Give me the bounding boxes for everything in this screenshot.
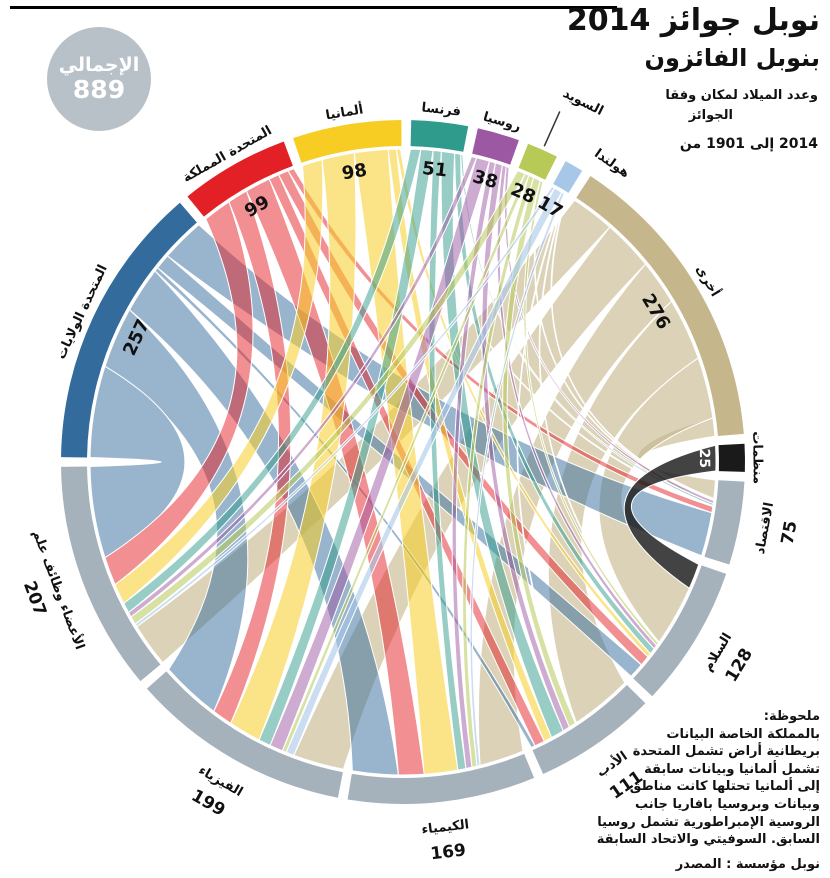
source-credit: ⁨المصدر⁩ ⁨:⁩ ⁨مؤسسة⁩ ⁨نوبل⁩ <box>675 857 820 872</box>
label-chemistry: ⁨الكيمياء⁩ <box>421 817 470 837</box>
total-badge-value: 889 <box>72 74 126 104</box>
page-subtitle: ⁨الفائزون⁩ ⁨بنوبل⁩ <box>644 43 820 72</box>
arc-germany <box>293 120 402 163</box>
arc-chemistry <box>347 753 535 804</box>
arc-physics <box>146 671 343 798</box>
top-rule <box>10 6 617 9</box>
total-badge-label: ⁨الإجمالي⁩ <box>58 53 140 76</box>
arc-usa <box>61 202 197 458</box>
value-economics: 75 <box>778 519 802 546</box>
ribbon-netherlands-economics <box>550 194 715 501</box>
period-label: ⁨من⁩ ⁨1901⁩ ⁨إلى⁩ ⁨2014⁩ <box>679 136 818 152</box>
footnote-line: ⁨مناطق⁩ ⁨كانت⁩ ⁨تحتلها⁩ ⁨ألمانيا⁩ ⁨إلى⁩ <box>629 779 820 795</box>
description-line2: ⁨الجوائز⁩ <box>688 107 733 123</box>
ribbon-netherlands-literature <box>516 193 577 724</box>
label-france: ⁨فرنسا⁩ <box>421 100 462 119</box>
label-organizations: ⁨منظمات⁩ <box>749 431 765 484</box>
ribbon-netherlands-physics <box>285 187 563 757</box>
footnote-line: ⁨البيانات⁩ ⁨الخاصة⁩ ⁨بالمملكة⁩ <box>666 726 820 742</box>
ribbon-organizations-peace <box>623 444 717 590</box>
arc-netherlands <box>553 161 583 193</box>
footnote: ⁨ملحوظة:⁩ ⁨البيانات⁩ ⁨الخاصة⁩ ⁨بالمملكة⁩… <box>597 708 820 849</box>
arc-organizations <box>718 443 745 472</box>
ribbon-netherlands-physiology <box>134 185 556 628</box>
arc-sweden <box>518 143 557 180</box>
header: ⁨2014⁩ ⁨جوائز⁩ ⁨نوبل⁩ ⁨الفائزون⁩ ⁨بنوبل⁩ <box>566 3 820 72</box>
value-chemistry: 169 <box>429 840 467 864</box>
value-germany: 98 <box>340 160 368 185</box>
footnote-line: ⁨جانب⁩ ⁨بافاريا⁩ ⁨وبروسيا⁩ ⁨وبيانات⁩ <box>635 796 820 812</box>
arc-economics <box>704 480 745 565</box>
label-sweden: ⁨السويد⁩ <box>560 86 605 119</box>
arc-france <box>410 120 469 152</box>
arc-russia <box>472 128 519 165</box>
page-title: ⁨2014⁩ ⁨جوائز⁩ ⁨نوبل⁩ <box>566 3 820 38</box>
total-badge: ⁨الإجمالي⁩ 889 <box>47 27 151 131</box>
chart-description: ⁨وفقا⁩ ⁨لمكان⁩ ⁨الميلاد⁩ ⁨وعدد⁩ ⁨الجوائز… <box>665 86 818 155</box>
footnote-line: ⁨سابقة⁩ ⁨وبيانات⁩ ⁨ألمانيا⁩ ⁨تشمل⁩ <box>644 761 820 777</box>
footnote-heading: ⁨ملحوظة:⁩ <box>763 709 820 724</box>
arc-other <box>576 175 744 437</box>
value-france: 51 <box>421 158 448 182</box>
label-economics: ⁨الاقتصاد⁩ <box>753 501 777 555</box>
footnote-line: ⁨السابقة⁩ ⁨والاتحاد⁩ ⁨السوفيتي⁩ ⁨السابق.… <box>596 832 820 848</box>
arc-peace <box>633 565 727 697</box>
footnote-line: ⁨روسيا⁩ ⁨تشمل⁩ ⁨الإمبراطورية⁩ ⁨الروسية⁩ <box>597 814 820 830</box>
value-organizations: 25 <box>696 448 712 468</box>
value-physiology: 207 <box>19 578 50 618</box>
footnote-line: ⁨المتحدة⁩ ⁨تشمل⁩ ⁨أراض⁩ ⁨بريطانية⁩ <box>632 744 820 760</box>
ribbon-netherlands-chemistry <box>469 191 565 767</box>
arc-physiology <box>61 466 161 682</box>
ribbon-netherlands-peace <box>538 193 660 644</box>
label-netherlands: ⁨هولندا⁩ <box>591 146 632 181</box>
description-line1: ⁨وفقا⁩ ⁨لمكان⁩ ⁨الميلاد⁩ ⁨وعدد⁩ <box>665 88 818 103</box>
label-germany: ⁨ألمانيا⁩ <box>324 100 364 123</box>
arc-literature <box>532 684 646 774</box>
sweden-callout-line <box>543 111 561 147</box>
arc-uk <box>187 141 293 217</box>
